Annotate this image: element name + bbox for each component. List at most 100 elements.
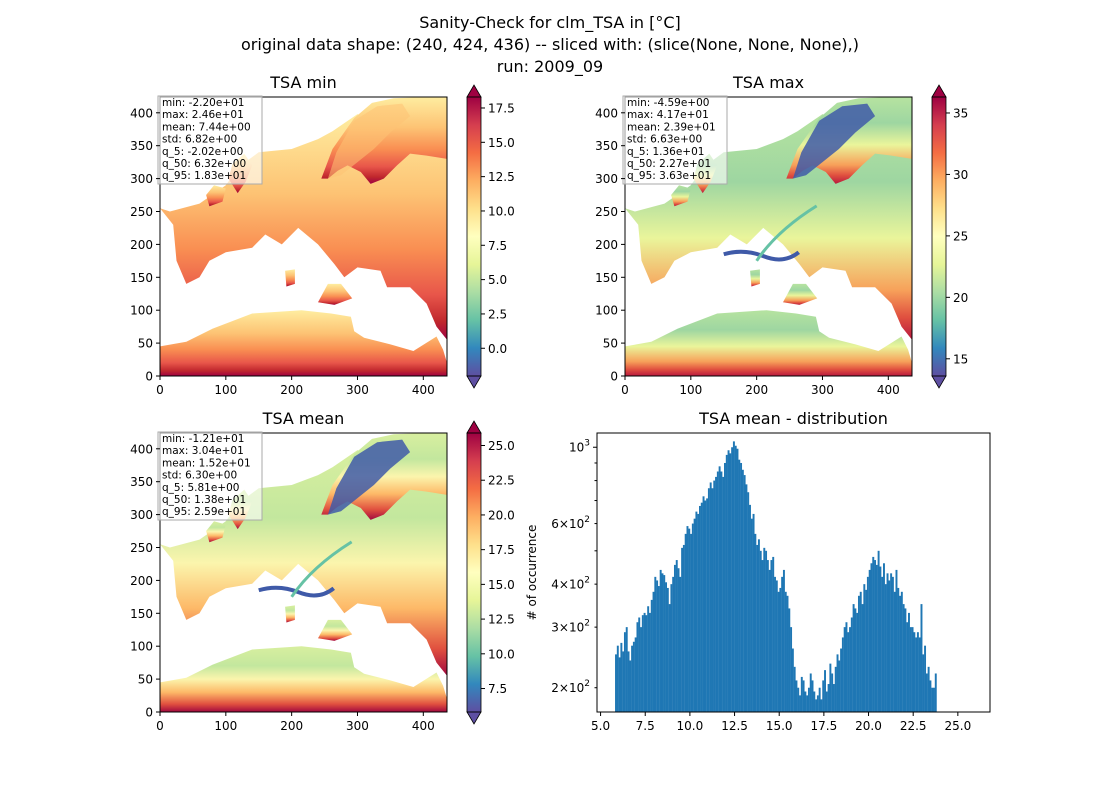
histogram-bar <box>845 622 848 712</box>
histogram-frame <box>596 432 991 713</box>
histogram-bar <box>788 608 791 712</box>
histogram-bar <box>699 505 701 712</box>
colorbar-frame <box>466 432 482 713</box>
colorbar-tick-label: 35 <box>953 106 968 120</box>
y-tick-label: 400 <box>130 106 153 120</box>
histogram-bar <box>666 587 669 712</box>
colorbar-tick-label: 12.5 <box>488 170 515 184</box>
map-title: TSA mean <box>262 409 345 428</box>
histogram-bar <box>849 627 851 712</box>
histogram-bar <box>840 648 843 712</box>
y-tick-label: 3×102 <box>551 619 590 635</box>
x-tick-label: 5.0 <box>591 719 610 733</box>
stats-line: q_50: 2.27e+01 <box>627 158 711 170</box>
cold-region <box>792 103 876 179</box>
histogram-bar <box>743 475 746 712</box>
map-frame <box>624 96 913 377</box>
map-frame <box>159 96 448 377</box>
histogram-bar <box>924 645 927 712</box>
histogram-bar <box>675 560 678 712</box>
x-tick-label: 22.5 <box>900 719 927 733</box>
histogram-bar <box>759 550 762 712</box>
histogram-bar <box>684 533 687 712</box>
histogram-bar <box>636 622 639 712</box>
colorbar-extend-top <box>466 420 482 434</box>
figure-title-line-1: Sanity-Check for clm_TSA in [°C] <box>419 13 681 32</box>
histogram-bar <box>904 608 907 712</box>
histogram-bar <box>775 580 778 712</box>
y-tick-label: 50 <box>603 337 618 351</box>
land-region <box>206 521 226 543</box>
stats-box-frame <box>157 431 263 521</box>
histogram-bar <box>811 680 814 712</box>
land-region <box>750 269 760 287</box>
colorbar-tick-label: 10.0 <box>488 647 515 661</box>
histogram-bar <box>647 606 650 712</box>
histogram-bar <box>920 604 923 712</box>
histogram-bar <box>738 459 741 712</box>
colorbar-gradient <box>932 97 946 376</box>
x-tick-label: 0 <box>156 719 164 733</box>
land-region <box>671 185 691 207</box>
histogram-bar <box>752 513 755 712</box>
histogram-bar <box>852 604 855 712</box>
histogram-bar <box>841 637 844 712</box>
y-tick-label: 100 <box>130 304 153 318</box>
histogram-bar <box>791 648 794 712</box>
histogram-bar <box>933 687 935 712</box>
land-region <box>160 646 447 712</box>
histogram-bar <box>718 466 721 712</box>
histogram-bar <box>877 550 880 712</box>
x-tick-label: 300 <box>346 383 369 397</box>
x-tick-label: 400 <box>877 383 900 397</box>
stats-line: min: -2.20e+01 <box>162 97 244 109</box>
x-tick-label: 300 <box>346 719 369 733</box>
stats-box-frame <box>157 95 263 185</box>
stats-line: max: 2.46e+01 <box>162 109 244 121</box>
histogram-bar <box>623 632 626 712</box>
y-tick-label: 200 <box>595 238 618 252</box>
histogram-bar <box>782 569 785 712</box>
histogram-bar <box>870 563 873 712</box>
stats-line: q_5: 5.81e+00 <box>162 482 239 494</box>
histogram-bar <box>691 523 694 712</box>
histogram-bar <box>915 637 918 712</box>
histogram-bar <box>813 691 816 712</box>
histogram-bar <box>861 604 864 712</box>
histogram-bar <box>925 673 928 712</box>
histogram-bar <box>629 660 632 712</box>
histogram-bar <box>665 582 667 712</box>
histogram-bar <box>659 569 662 712</box>
land-region <box>285 605 295 623</box>
colorbar: 15 20 25 30 35 <box>931 84 968 389</box>
histogram-bar <box>875 564 878 712</box>
histogram-bar <box>736 448 739 712</box>
colorbar-tick-label: 2.5 <box>488 307 507 321</box>
colorbar-tick-label: 25 <box>953 229 968 243</box>
histogram-bar <box>831 673 834 712</box>
map-field <box>160 433 447 712</box>
histogram-bar <box>643 612 646 712</box>
stats-line: max: 4.17e+01 <box>627 109 709 121</box>
colorbar-tick-label: 25.0 <box>488 439 515 453</box>
histogram-bar <box>638 617 641 712</box>
stats-line: std: 6.63e+00 <box>627 134 702 146</box>
x-tick-label: 200 <box>745 383 768 397</box>
histogram-bar <box>916 632 919 712</box>
histogram-bar <box>902 604 905 712</box>
histogram-bar <box>709 482 712 712</box>
colorbar-tick-label: 7.5 <box>488 239 507 253</box>
x-tick-label: 200 <box>280 383 303 397</box>
histogram-bar <box>772 556 775 712</box>
colorbar-frame <box>931 96 947 377</box>
histogram-bar <box>868 569 871 712</box>
histogram-bar <box>779 587 782 712</box>
stats-line: q_5: 1.36e+01 <box>627 146 704 158</box>
histogram-bar <box>818 687 821 712</box>
colorbar-tick-label: 15.0 <box>488 578 515 592</box>
histogram-title: TSA mean - distribution <box>698 409 888 428</box>
histogram-bar <box>632 641 635 712</box>
histogram-bar <box>793 666 796 712</box>
